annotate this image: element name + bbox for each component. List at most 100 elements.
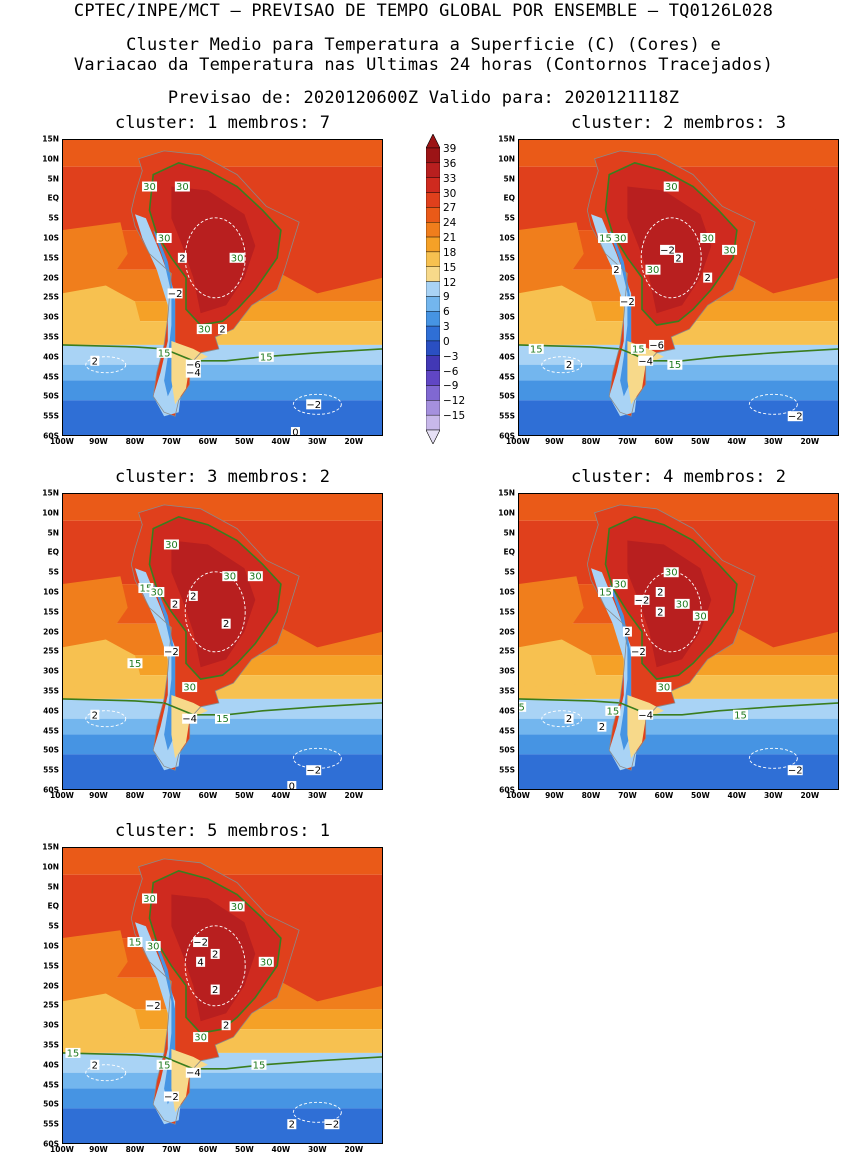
lat-tick-label: 15S — [499, 607, 515, 617]
lon-tick-label: 50W — [235, 1145, 254, 1154]
lon-tick-label: 80W — [125, 437, 145, 446]
contour-label-6: 30 — [647, 265, 660, 276]
variation-label-7: −2 — [306, 400, 321, 411]
lat-tick-label: 25S — [43, 292, 59, 302]
contour-label-box — [65, 1047, 81, 1058]
lat-tick-label: EQ — [503, 193, 516, 203]
colorbar-level-label: 0 — [443, 335, 450, 348]
lat-tick-label: 10N — [42, 862, 59, 872]
lat-tick-label: 10S — [499, 233, 515, 243]
coastline — [130, 858, 300, 1125]
lat-tick-label: 15N — [42, 842, 59, 852]
contour-15-line — [518, 344, 839, 362]
ocean-band-3 — [62, 754, 383, 790]
variation-label-11: −2 — [325, 1120, 340, 1131]
lat-tick-label: 55S — [499, 411, 515, 421]
colorbar-swatch — [426, 162, 440, 178]
pacific-warm-tongue — [518, 576, 584, 648]
contour-15-line — [62, 1052, 383, 1070]
atlantic-warm-region — [273, 206, 383, 294]
lat-tick-label: 45S — [43, 726, 59, 736]
lat-tick-label: 20S — [499, 273, 515, 283]
lon-tick-label: 40W — [271, 791, 291, 800]
main-title: CPTEC/INPE/MCT – PREVISAO DE TEMPO GLOBA… — [73, 1, 774, 21]
contour-label-box — [163, 539, 179, 550]
variation-label-box — [145, 1000, 161, 1011]
colorbar-level-label: −12 — [443, 395, 466, 408]
ocean-band-27 — [518, 493, 839, 521]
contour-label-box — [149, 587, 165, 597]
contour-label-7: 15 — [67, 1048, 80, 1059]
variation-contour-pacific — [541, 710, 583, 728]
lon-tick-label: 70W — [162, 791, 181, 800]
colorbar-level-label: 3 — [443, 321, 450, 334]
variation-contour-interior — [184, 571, 246, 653]
colorbar-level-label: −3 — [443, 350, 459, 363]
contour-label-box — [174, 181, 190, 192]
variation-label-box — [597, 721, 607, 732]
lat-tick-label: EQ — [503, 547, 516, 557]
andes-cold-core — [609, 584, 632, 751]
contour-label-box — [156, 233, 172, 243]
contour-label-box — [700, 233, 716, 243]
lat-tick-label: 10N — [42, 508, 59, 518]
contour-label-box — [598, 233, 614, 243]
lon-tick-label: 90W — [89, 791, 108, 800]
subtitle-line-2: Variacao da Temperatura nas Ultimas 24 h… — [73, 55, 774, 75]
variation-label-box — [167, 288, 183, 299]
variation-label-7: −2 — [306, 766, 321, 777]
contour-30-line — [604, 515, 738, 680]
contour-label-box — [667, 359, 683, 370]
colorbar-swatch — [426, 296, 440, 312]
contour-label-4: 30 — [223, 572, 236, 583]
lon-tick-label: 70W — [618, 791, 637, 800]
contour-label-7: 5 — [518, 702, 524, 713]
colorbar-swatch — [426, 251, 440, 267]
lon-tick-label: 70W — [162, 437, 181, 446]
lat-tick-label: 40S — [43, 1060, 59, 1070]
contour-label-box — [142, 181, 158, 192]
contour-label-3: 30 — [614, 234, 627, 245]
variation-label-7: −4 — [186, 1068, 201, 1079]
lat-tick-label: 30S — [43, 666, 59, 676]
variation-label-box — [185, 1067, 201, 1078]
variation-label-box — [185, 367, 201, 378]
variation-label-3: 2 — [219, 325, 225, 336]
variation-label-box — [622, 626, 632, 637]
lon-tick-label: 30W — [763, 791, 783, 800]
lat-tick-label: 5S — [48, 567, 59, 577]
contour-label-1: 30 — [165, 540, 178, 551]
variation-label-box — [196, 956, 206, 967]
variation-label-1: 2 — [190, 591, 196, 602]
variation-label-1: −2 — [660, 245, 675, 256]
ocean-band-27 — [62, 139, 383, 167]
contour-label-box — [663, 181, 679, 192]
panel-title-3: cluster: 3 membros: 2 — [115, 467, 330, 487]
variation-label-2: −2 — [168, 289, 183, 300]
contour-label-box — [127, 658, 143, 669]
lat-tick-label: 25S — [499, 292, 515, 302]
lon-tick-label: 100W — [506, 791, 530, 800]
contour-label-box — [182, 682, 198, 693]
contour-label-2: 30 — [176, 182, 189, 193]
variation-label-6: −6 — [649, 340, 664, 351]
variation-label-box — [787, 411, 803, 422]
lat-tick-label: 15N — [498, 134, 515, 144]
variation-contour-atlantic — [748, 393, 798, 415]
lon-tick-label: 30W — [307, 791, 327, 800]
atlantic-warm-region — [273, 560, 383, 648]
variation-label-box — [290, 427, 300, 436]
contour-label-2: 15 — [599, 588, 612, 599]
contour-label-box — [193, 1032, 209, 1043]
variation-label-5: −2 — [146, 1001, 161, 1012]
contour-label-box — [229, 901, 245, 912]
lat-tick-label: 35S — [499, 332, 515, 342]
contour-label-5: 30 — [260, 957, 273, 968]
colorbar-swatch — [426, 355, 440, 371]
contour-label-1: 30 — [143, 894, 156, 905]
variation-label-6: 2 — [223, 1021, 229, 1032]
lat-tick-label: 35S — [43, 1040, 59, 1050]
pacific-cool-tongue — [518, 639, 599, 687]
